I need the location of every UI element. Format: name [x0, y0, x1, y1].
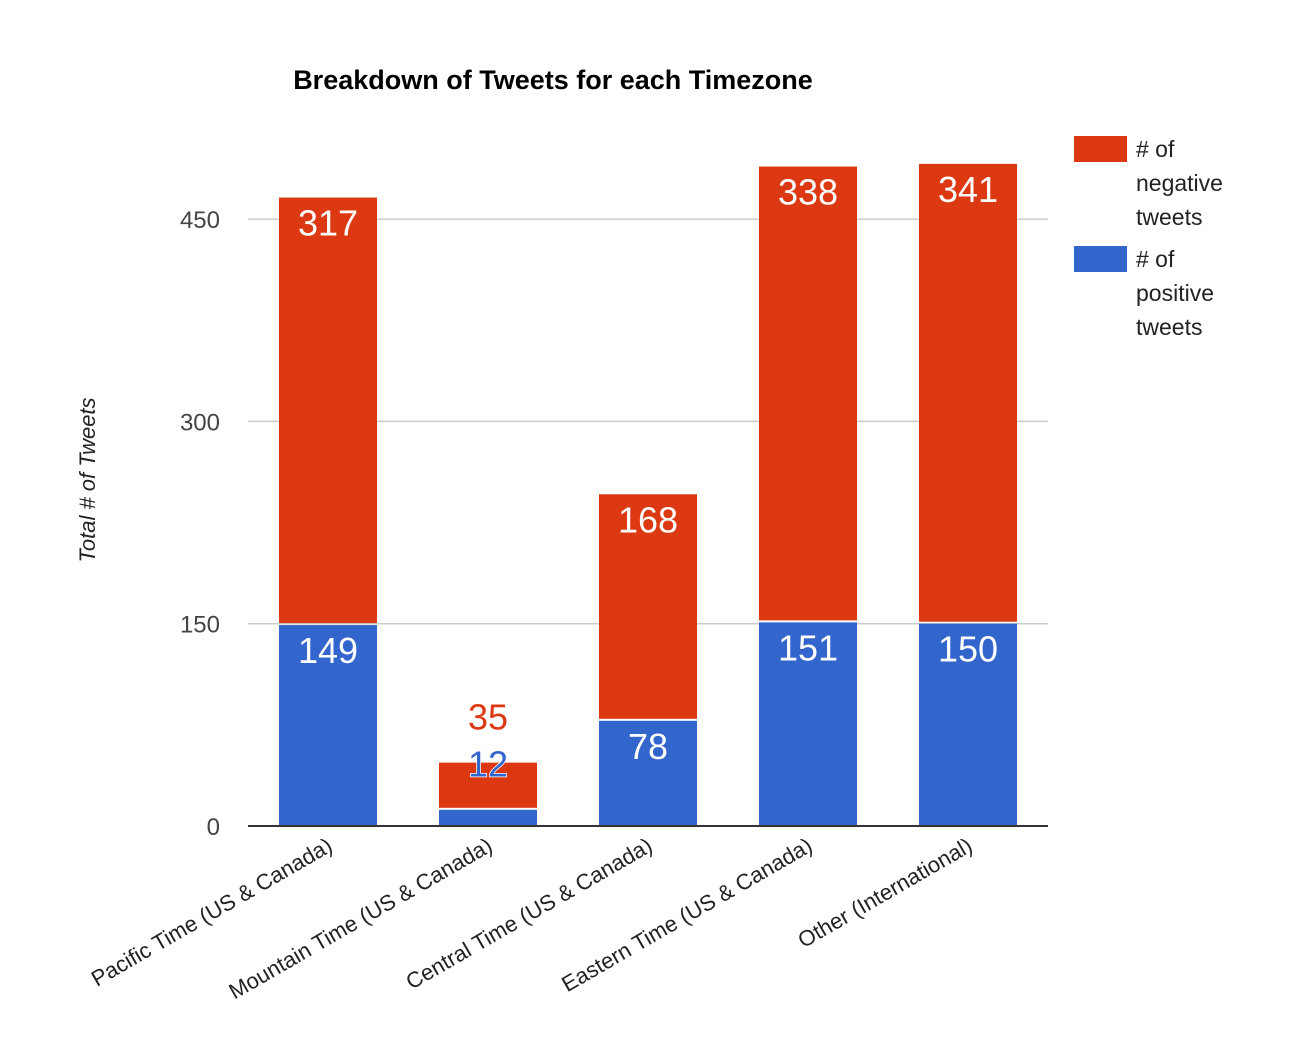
- bar-positive: [439, 809, 537, 826]
- data-label-negative: 338: [778, 172, 838, 213]
- legend: # of negative tweets # of positive tweets: [1074, 136, 1223, 340]
- y-tick-label: 450: [180, 207, 220, 234]
- bar-negative: [439, 762, 537, 808]
- bar-negative: [599, 494, 697, 719]
- legend-swatch: [1074, 246, 1127, 272]
- x-category-label: Eastern Time (US & Canada): [557, 833, 816, 997]
- y-axis-label: Total # of Tweets: [75, 397, 100, 562]
- x-category-label: Central Time (US & Canada): [402, 833, 657, 995]
- legend-line: tweets: [1136, 204, 1202, 230]
- chart-title: Breakdown of Tweets for each Timezone: [293, 65, 813, 95]
- bar-positive: [919, 623, 1017, 826]
- bar-positive: [279, 625, 377, 826]
- y-tick-label: 150: [180, 612, 220, 639]
- data-label-positive: 149: [298, 630, 358, 671]
- y-axis-ticks: 0 150 300 450: [180, 207, 220, 841]
- legend-label: # of negative tweets: [1136, 136, 1223, 230]
- x-axis-categories: Pacific Time (US & Canada)Mountain Time …: [87, 833, 977, 1004]
- bar-negative: [759, 166, 857, 621]
- data-label-negative: 317: [298, 203, 358, 244]
- legend-line: positive: [1136, 280, 1214, 306]
- data-label-negative: 341: [938, 169, 998, 210]
- data-labels: 317 149 35 12 168 78 338 151 341 150: [298, 169, 998, 786]
- legend-line: negative: [1136, 170, 1223, 196]
- data-label-positive: 151: [778, 627, 838, 668]
- y-tick-label: 0: [207, 814, 220, 841]
- legend-line: # of: [1136, 246, 1175, 272]
- data-label-negative: 168: [618, 499, 678, 540]
- bars: [279, 163, 1017, 826]
- legend-line: tweets: [1136, 314, 1202, 340]
- x-category-label: Mountain Time (US & Canada): [225, 833, 497, 1004]
- legend-line: # of: [1136, 136, 1175, 162]
- bar-negative: [279, 197, 377, 624]
- y-tick-label: 300: [180, 409, 220, 436]
- bar-positive: [759, 622, 857, 826]
- x-category-label: Other (International): [794, 833, 977, 953]
- legend-label: # of positive tweets: [1136, 246, 1214, 340]
- bar-positive: [599, 720, 697, 826]
- bar-negative: [919, 163, 1017, 622]
- data-label-negative: 35: [468, 697, 508, 738]
- data-label-positive: 12: [468, 744, 508, 785]
- data-label-positive: 150: [938, 629, 998, 670]
- legend-swatch: [1074, 136, 1127, 162]
- data-label-positive: 78: [628, 726, 668, 767]
